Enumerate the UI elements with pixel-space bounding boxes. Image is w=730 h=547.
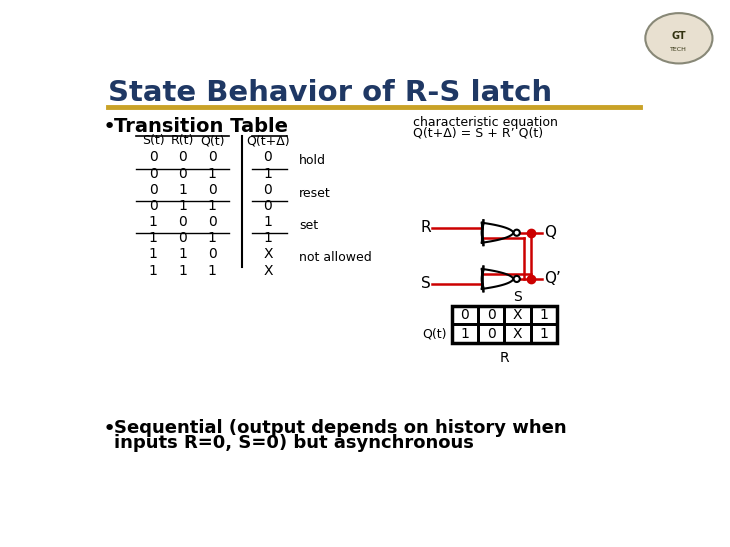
Text: S: S bbox=[421, 276, 431, 292]
Text: Transition Table: Transition Table bbox=[115, 117, 288, 136]
Text: Q(t+Δ) = S + R’ Q(t): Q(t+Δ) = S + R’ Q(t) bbox=[413, 126, 543, 139]
Text: •: • bbox=[103, 117, 116, 137]
Text: 0: 0 bbox=[178, 215, 187, 229]
Text: 0: 0 bbox=[208, 215, 217, 229]
Text: State Behavior of R-S latch: State Behavior of R-S latch bbox=[108, 79, 553, 107]
Text: 0: 0 bbox=[487, 308, 496, 322]
Text: X: X bbox=[512, 327, 522, 341]
Bar bbox=[531, 306, 557, 324]
Circle shape bbox=[514, 230, 520, 236]
Text: 0: 0 bbox=[149, 166, 158, 181]
Text: 1: 1 bbox=[178, 183, 187, 197]
Text: not allowed: not allowed bbox=[299, 251, 372, 264]
Bar bbox=[452, 324, 478, 343]
Bar bbox=[531, 324, 557, 343]
Text: S: S bbox=[513, 290, 522, 304]
Text: 1: 1 bbox=[149, 247, 158, 261]
Text: inputs R=0, S=0) but asynchronous: inputs R=0, S=0) but asynchronous bbox=[115, 434, 474, 452]
Text: R(t): R(t) bbox=[171, 134, 194, 147]
Text: 1: 1 bbox=[264, 215, 272, 229]
Text: 0: 0 bbox=[264, 199, 272, 213]
Bar bbox=[504, 324, 531, 343]
Text: 1: 1 bbox=[178, 199, 187, 213]
Circle shape bbox=[514, 276, 520, 282]
Text: R: R bbox=[420, 220, 431, 235]
Bar bbox=[478, 306, 504, 324]
Text: 1: 1 bbox=[149, 231, 158, 245]
Text: S(t): S(t) bbox=[142, 134, 164, 147]
Text: 1: 1 bbox=[264, 231, 272, 245]
Text: 0: 0 bbox=[149, 150, 158, 164]
Text: 1: 1 bbox=[149, 215, 158, 229]
Text: 0: 0 bbox=[208, 247, 217, 261]
Text: Q(t): Q(t) bbox=[423, 327, 447, 340]
Text: reset: reset bbox=[299, 187, 331, 200]
Text: 0: 0 bbox=[487, 327, 496, 341]
Bar bbox=[478, 324, 504, 343]
Text: 0: 0 bbox=[208, 183, 217, 197]
Text: 0: 0 bbox=[461, 308, 469, 322]
Circle shape bbox=[645, 13, 712, 63]
Text: 1: 1 bbox=[461, 327, 469, 341]
Text: 1: 1 bbox=[208, 199, 217, 213]
Text: 1: 1 bbox=[539, 308, 548, 322]
Text: X: X bbox=[512, 308, 522, 322]
Text: 0: 0 bbox=[149, 199, 158, 213]
Text: X: X bbox=[264, 264, 273, 277]
Text: 1: 1 bbox=[208, 166, 217, 181]
Text: 1: 1 bbox=[178, 247, 187, 261]
Text: 0: 0 bbox=[178, 231, 187, 245]
Text: 0: 0 bbox=[264, 150, 272, 164]
Text: Q(t+Δ): Q(t+Δ) bbox=[246, 134, 290, 147]
Text: X: X bbox=[264, 247, 273, 261]
Bar bbox=[452, 306, 557, 343]
Text: 1: 1 bbox=[178, 264, 187, 277]
Text: 1: 1 bbox=[208, 231, 217, 245]
Text: Sequential (output depends on history when: Sequential (output depends on history wh… bbox=[115, 419, 567, 437]
Text: Q: Q bbox=[544, 225, 556, 240]
Bar bbox=[452, 306, 478, 324]
Text: 0: 0 bbox=[264, 183, 272, 197]
Text: •: • bbox=[103, 419, 116, 439]
Text: GT: GT bbox=[672, 31, 686, 40]
Text: set: set bbox=[299, 219, 318, 232]
Text: 0: 0 bbox=[208, 150, 217, 164]
Text: TECH: TECH bbox=[670, 46, 688, 52]
Text: 1: 1 bbox=[149, 264, 158, 277]
Text: 0: 0 bbox=[178, 166, 187, 181]
Text: 1: 1 bbox=[208, 264, 217, 277]
Text: Q(t): Q(t) bbox=[200, 134, 224, 147]
Text: R: R bbox=[499, 351, 509, 364]
Text: Q’: Q’ bbox=[544, 271, 561, 287]
Bar bbox=[504, 306, 531, 324]
Text: hold: hold bbox=[299, 154, 326, 167]
Text: characteristic equation: characteristic equation bbox=[413, 115, 558, 129]
Text: 1: 1 bbox=[264, 166, 272, 181]
Text: 1: 1 bbox=[539, 327, 548, 341]
Text: 0: 0 bbox=[149, 183, 158, 197]
Text: 0: 0 bbox=[178, 150, 187, 164]
